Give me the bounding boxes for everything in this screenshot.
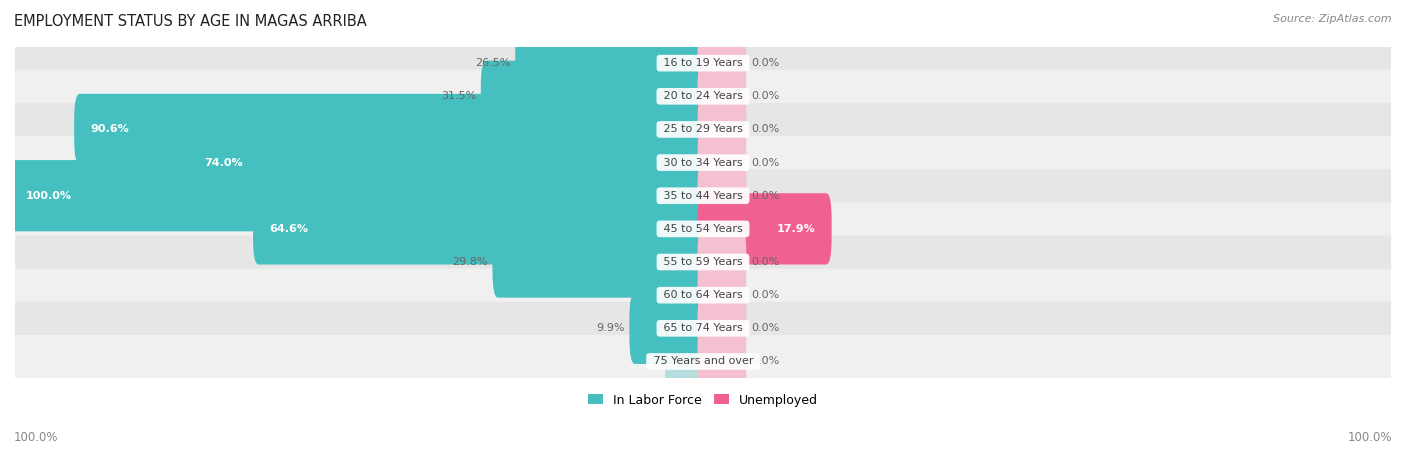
FancyBboxPatch shape [697, 160, 747, 231]
Text: 100.0%: 100.0% [1347, 431, 1392, 444]
Text: 0.0%: 0.0% [751, 124, 779, 134]
Text: 65 to 74 Years: 65 to 74 Years [659, 323, 747, 333]
FancyBboxPatch shape [13, 103, 1393, 156]
Text: 0.0%: 0.0% [751, 257, 779, 267]
FancyBboxPatch shape [13, 302, 1393, 355]
FancyBboxPatch shape [697, 60, 747, 132]
FancyBboxPatch shape [630, 293, 709, 364]
FancyBboxPatch shape [481, 60, 709, 132]
FancyBboxPatch shape [188, 127, 709, 198]
Text: 20 to 24 Years: 20 to 24 Years [659, 91, 747, 101]
Text: 0.0%: 0.0% [751, 91, 779, 101]
Text: EMPLOYMENT STATUS BY AGE IN MAGAS ARRIBA: EMPLOYMENT STATUS BY AGE IN MAGAS ARRIBA [14, 14, 367, 28]
FancyBboxPatch shape [253, 193, 709, 264]
FancyBboxPatch shape [697, 28, 747, 99]
Text: 0.0%: 0.0% [661, 290, 689, 300]
Text: 75 Years and over: 75 Years and over [650, 356, 756, 367]
Text: 74.0%: 74.0% [204, 157, 243, 168]
Text: 0.0%: 0.0% [751, 323, 779, 333]
Text: 0.0%: 0.0% [751, 191, 779, 201]
Text: 60 to 64 Years: 60 to 64 Years [659, 290, 747, 300]
Text: 0.0%: 0.0% [661, 356, 689, 367]
Text: 35 to 44 Years: 35 to 44 Years [659, 191, 747, 201]
Text: 30 to 34 Years: 30 to 34 Years [659, 157, 747, 168]
Text: 100.0%: 100.0% [25, 191, 72, 201]
FancyBboxPatch shape [13, 335, 1393, 388]
Text: Source: ZipAtlas.com: Source: ZipAtlas.com [1274, 14, 1392, 23]
FancyBboxPatch shape [515, 28, 709, 99]
FancyBboxPatch shape [697, 127, 747, 198]
Text: 29.8%: 29.8% [453, 257, 488, 267]
Text: 90.6%: 90.6% [90, 124, 129, 134]
FancyBboxPatch shape [697, 193, 832, 264]
Text: 9.9%: 9.9% [596, 323, 624, 333]
Text: 100.0%: 100.0% [14, 431, 59, 444]
FancyBboxPatch shape [697, 293, 747, 364]
Text: 31.5%: 31.5% [440, 91, 477, 101]
Text: 0.0%: 0.0% [751, 356, 779, 367]
Text: 16 to 19 Years: 16 to 19 Years [659, 58, 747, 68]
FancyBboxPatch shape [13, 202, 1393, 255]
FancyBboxPatch shape [13, 269, 1393, 322]
FancyBboxPatch shape [697, 326, 747, 397]
Text: 45 to 54 Years: 45 to 54 Years [659, 224, 747, 234]
Legend: In Labor Force, Unemployed: In Labor Force, Unemployed [583, 389, 823, 412]
FancyBboxPatch shape [13, 70, 1393, 123]
FancyBboxPatch shape [13, 235, 1393, 289]
FancyBboxPatch shape [13, 37, 1393, 90]
Text: 0.0%: 0.0% [751, 290, 779, 300]
FancyBboxPatch shape [75, 94, 709, 165]
FancyBboxPatch shape [492, 226, 709, 298]
FancyBboxPatch shape [697, 94, 747, 165]
FancyBboxPatch shape [10, 160, 709, 231]
Text: 25 to 29 Years: 25 to 29 Years [659, 124, 747, 134]
FancyBboxPatch shape [665, 270, 706, 321]
Text: 55 to 59 Years: 55 to 59 Years [659, 257, 747, 267]
FancyBboxPatch shape [697, 259, 747, 331]
Text: 26.5%: 26.5% [475, 58, 510, 68]
Text: 0.0%: 0.0% [751, 58, 779, 68]
FancyBboxPatch shape [697, 226, 747, 298]
Text: 64.6%: 64.6% [269, 224, 308, 234]
FancyBboxPatch shape [665, 336, 706, 387]
Text: 17.9%: 17.9% [778, 224, 815, 234]
FancyBboxPatch shape [13, 136, 1393, 189]
Text: 0.0%: 0.0% [751, 157, 779, 168]
FancyBboxPatch shape [13, 169, 1393, 222]
